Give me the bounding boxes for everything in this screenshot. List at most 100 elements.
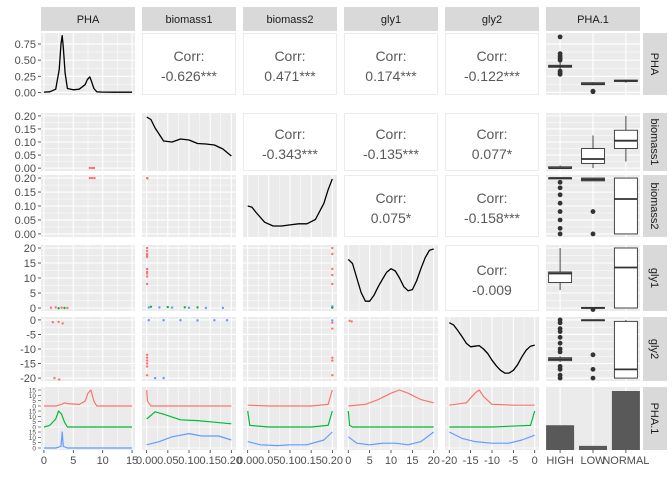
point-HIGH (331, 321, 334, 324)
group-curve-biomass1-HIGH (146, 389, 232, 407)
y-axis-gly1: 0 5 10 15 20 (24, 243, 41, 315)
x-tick-label: 0 (41, 455, 47, 467)
x-tick-label: 0.15 (300, 455, 321, 467)
corr-panel-biomass2-gly1 (344, 175, 438, 237)
point-NORMAL (213, 319, 216, 322)
grid-v-PHA.1-gly2 (448, 387, 536, 450)
point-NORMAL (196, 319, 199, 322)
group-curve-gly1-LOW (347, 410, 434, 428)
point-HIGH (331, 327, 334, 330)
group-curve-gly2-HIGH (449, 389, 535, 406)
strip-right-label-gly1: gly1 (648, 268, 660, 288)
strip-right-PHA.1 (643, 387, 667, 450)
grid-h-gly2-biomass2 (243, 319, 337, 379)
y-tick-label: 0.05 (15, 215, 36, 227)
grid-h-gly2-gly1 (344, 319, 438, 379)
outlier-HIGH (557, 317, 563, 323)
outlier-HIGH (557, 209, 563, 214)
point-HIGH (145, 249, 149, 253)
corr-panel-PHA-biomass2 (243, 33, 337, 95)
strip-top-PHA.1 (546, 7, 640, 31)
outlier-HIGH (557, 192, 563, 198)
grid-v-PHA.1-PHA (43, 387, 133, 450)
density-biomass2 (247, 178, 333, 227)
corr-value: -0.135*** (363, 146, 420, 162)
corr-value: -0.158*** (464, 210, 521, 226)
point-LOW (166, 305, 169, 309)
outlier-HIGH (557, 51, 563, 57)
x-tick-label: 0.10 (178, 455, 199, 467)
bar-HIGH (546, 425, 575, 450)
boxplots-gly2 (548, 317, 638, 381)
outlier-HIGH (557, 179, 563, 185)
point-HIGH (145, 246, 149, 250)
point-HIGH (58, 378, 61, 381)
group-curve-gly2-NORMAL (449, 431, 535, 444)
corr-title: Corr: (375, 190, 406, 206)
boxplots-biomass2 (548, 177, 638, 237)
y-tick-label: 0.05 (15, 150, 36, 162)
corr-title: Corr: (476, 126, 507, 142)
scatter-gly2-biomass2 (331, 319, 334, 377)
corr-panel-PHA-gly1 (344, 33, 438, 95)
box-NORMAL (613, 177, 638, 235)
point-LOW (183, 306, 186, 309)
x-tick-label: 0.00 (237, 455, 258, 467)
group-curve-PHA-HIGH (43, 389, 133, 407)
point-HIGH (60, 306, 63, 309)
x-tick-label: 10 (97, 455, 109, 467)
point-HIGH (331, 359, 334, 362)
point-NORMAL (204, 306, 208, 310)
x-tick-label: 10 (385, 455, 397, 467)
point-HIGH (350, 320, 353, 323)
point-NORMAL (147, 319, 150, 322)
strip-top-biomass2 (243, 7, 337, 31)
y-tick-label: 0.00 (15, 87, 36, 99)
strip-right-label-PHA.1: PHA.1 (648, 403, 660, 435)
point-HIGH (145, 267, 149, 271)
outlier-HIGH (557, 34, 563, 40)
y-tick-label: 10 (24, 273, 36, 285)
point-LOW (63, 306, 66, 310)
y-tick-label: 0.15 (15, 124, 36, 136)
density-gly1 (347, 248, 434, 302)
point-HIGH (145, 362, 149, 365)
point-HIGH (66, 306, 69, 310)
point-NORMAL (153, 376, 157, 380)
group-curve-PHA-LOW (43, 410, 133, 428)
corr-panel-biomass1-biomass2 (243, 113, 337, 171)
outlier-HIGH (557, 372, 563, 378)
corr-panel-PHA-gly2 (445, 33, 539, 95)
point-HIGH (145, 272, 149, 275)
scatter-biomass1-PHA (88, 166, 96, 170)
point-NORMAL (179, 319, 182, 322)
y-tick-label: -20 (20, 373, 36, 385)
point-NORMAL (158, 306, 161, 309)
point-NORMAL (187, 306, 191, 309)
point-HIGH (53, 376, 56, 380)
point-LOW (57, 307, 60, 310)
point-LOW (149, 305, 153, 308)
outlier-LOW (590, 307, 596, 312)
outlier-LOW (590, 209, 596, 214)
group-curve-gly1-HIGH (348, 389, 434, 407)
box-NORMAL (613, 320, 638, 379)
scatter-gly2-gly1 (348, 319, 353, 323)
x-axis-gly1: 0 5 10 15 20 (345, 450, 440, 467)
y-tick-label: 0.75 (15, 39, 36, 51)
x-tick-label: 0.20 (322, 455, 343, 467)
strip-right-biomass1 (643, 113, 667, 171)
strip-top-label-biomass1: biomass1 (165, 14, 212, 26)
corr-value: 0.077* (472, 146, 513, 162)
box-LOW (581, 148, 605, 164)
x-tick-label: 15 (126, 455, 138, 467)
y-tick-label: 0.00 (15, 229, 36, 241)
group-curve-biomass1-LOW (146, 411, 232, 425)
strip-right-biomass2 (643, 175, 667, 237)
strip-right-label-biomass1: biomass1 (648, 118, 660, 165)
y-tick-label: 20 (24, 243, 36, 255)
x-axis-biomass1: 0.00 0.05 0.10 0.15 0.20 (136, 450, 242, 467)
corr-title: Corr: (173, 48, 204, 64)
